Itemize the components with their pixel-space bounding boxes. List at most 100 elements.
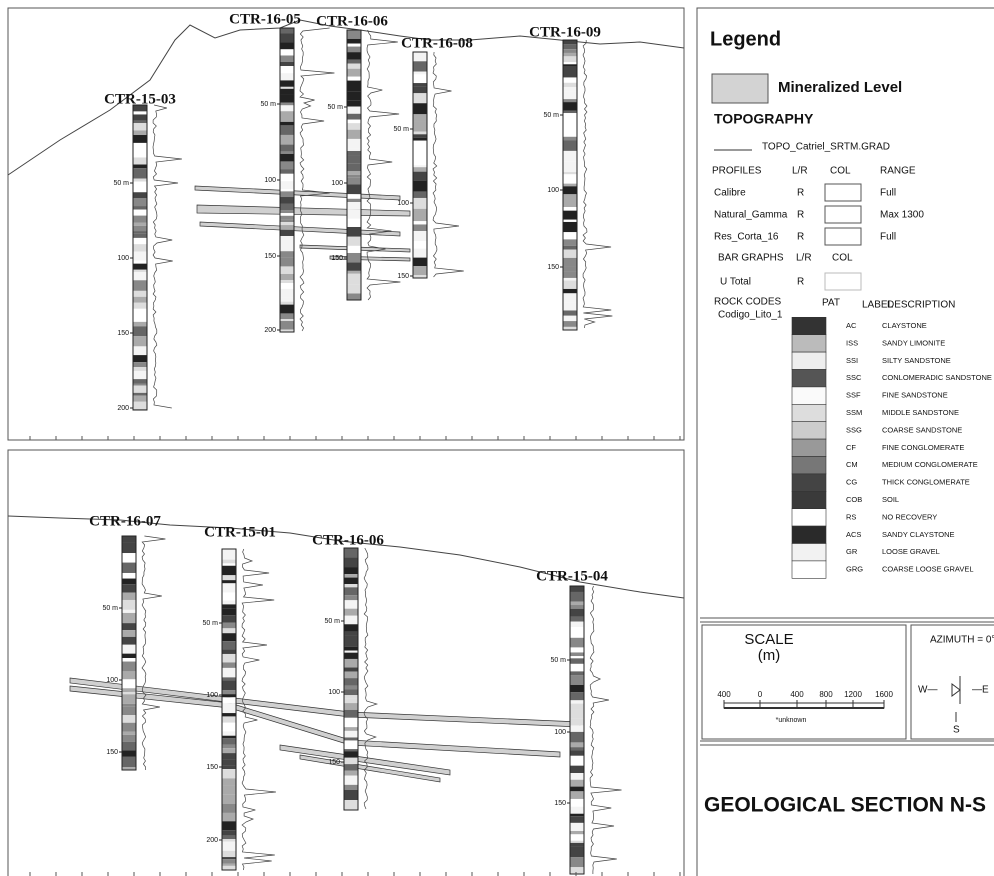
stratum — [563, 99, 577, 103]
stratum — [280, 215, 294, 220]
rock-code: SSI — [846, 356, 858, 365]
stratum — [347, 252, 361, 263]
stratum — [133, 370, 147, 380]
stratum — [222, 830, 236, 836]
stratum — [413, 167, 427, 172]
stratum — [133, 120, 147, 124]
stratum — [413, 275, 427, 278]
stratum — [563, 315, 577, 322]
stratum — [570, 765, 584, 774]
rock-pattern — [791, 386, 827, 405]
stratum — [122, 734, 136, 742]
stratum — [563, 44, 577, 50]
stratum — [563, 174, 577, 184]
stratum — [347, 284, 361, 294]
stratum — [280, 144, 294, 152]
legend-header: ROCK CODES — [714, 297, 782, 308]
topography-line — [7, 19, 685, 176]
stratum — [347, 138, 361, 149]
log-curve — [582, 39, 613, 329]
rock-description: FINE CONGLOMERATE — [882, 443, 964, 452]
stratum — [133, 296, 147, 303]
depth-label: 50 m — [327, 104, 343, 111]
stratum — [280, 169, 294, 174]
depth-label: 100 — [206, 692, 218, 699]
stratum — [280, 42, 294, 50]
stratum — [413, 224, 427, 232]
stratum — [280, 203, 294, 211]
rock-pattern — [791, 456, 827, 475]
stratum — [347, 236, 361, 246]
rock-description: SILTY SANDSTONE — [882, 356, 951, 365]
stratum — [133, 269, 147, 273]
stratum — [222, 694, 236, 698]
stratum — [122, 636, 136, 645]
stratum — [222, 738, 236, 745]
stratum — [133, 225, 147, 232]
stratum — [222, 690, 236, 695]
stratum — [570, 773, 584, 780]
stratum — [133, 346, 147, 356]
log-curve — [152, 104, 182, 409]
borehole-column — [569, 585, 585, 875]
stratum — [222, 563, 236, 566]
stratum — [344, 709, 358, 718]
borehole-column — [343, 547, 359, 811]
legend-header: PROFILES — [712, 166, 762, 177]
stratum — [563, 56, 577, 63]
stratum — [133, 215, 147, 223]
stratum — [222, 565, 236, 576]
profile-name: Calibre — [714, 188, 746, 199]
mineralized-levels — [69, 677, 581, 783]
rock-description: CLAYSTONE — [882, 321, 927, 330]
stratum — [570, 742, 584, 748]
stratum — [344, 574, 358, 578]
well-name: CTR-16-06 — [312, 532, 384, 548]
stratum — [133, 302, 147, 309]
scale-tick-label: 400 — [717, 690, 731, 699]
stratum — [563, 172, 577, 175]
depth-label: 50 m — [543, 112, 559, 119]
stratum — [133, 383, 147, 386]
stratum — [280, 105, 294, 112]
stratum — [222, 722, 236, 725]
stratum — [222, 628, 236, 634]
stratum — [222, 600, 236, 605]
rock-description: COARSE LOOSE GRAVEL — [882, 565, 974, 574]
stratum — [133, 111, 147, 115]
stratum — [570, 816, 584, 823]
stratum — [222, 662, 236, 668]
borehole-column — [121, 535, 137, 771]
stratum — [570, 813, 584, 817]
depth-label: 50 m — [550, 657, 566, 664]
stratum — [133, 313, 147, 322]
stratum — [347, 106, 361, 114]
borehole-column — [221, 548, 237, 871]
stratum — [570, 822, 584, 831]
stratum — [570, 658, 584, 664]
stratum — [280, 181, 294, 190]
stratum — [344, 730, 358, 738]
stratum — [122, 592, 136, 600]
stratum — [563, 52, 577, 57]
borehole-column — [412, 51, 428, 279]
stratum — [347, 177, 361, 185]
stratum — [413, 221, 427, 225]
stratum — [122, 750, 136, 757]
stratum — [133, 149, 147, 158]
stratum — [280, 329, 294, 332]
stratum — [222, 592, 236, 601]
well-name: CTR-16-09 — [529, 24, 601, 40]
stratum — [563, 326, 577, 330]
legend-header: COL — [832, 253, 853, 264]
stratum — [413, 210, 427, 222]
stratum — [133, 135, 147, 143]
depth-label: 100 — [554, 729, 566, 736]
stratum — [563, 49, 577, 53]
stratum — [347, 209, 361, 219]
stratum — [133, 130, 147, 136]
stratum — [413, 86, 427, 94]
stratum — [122, 599, 136, 610]
mineralized-swatch — [711, 73, 769, 104]
stratum — [570, 637, 584, 648]
